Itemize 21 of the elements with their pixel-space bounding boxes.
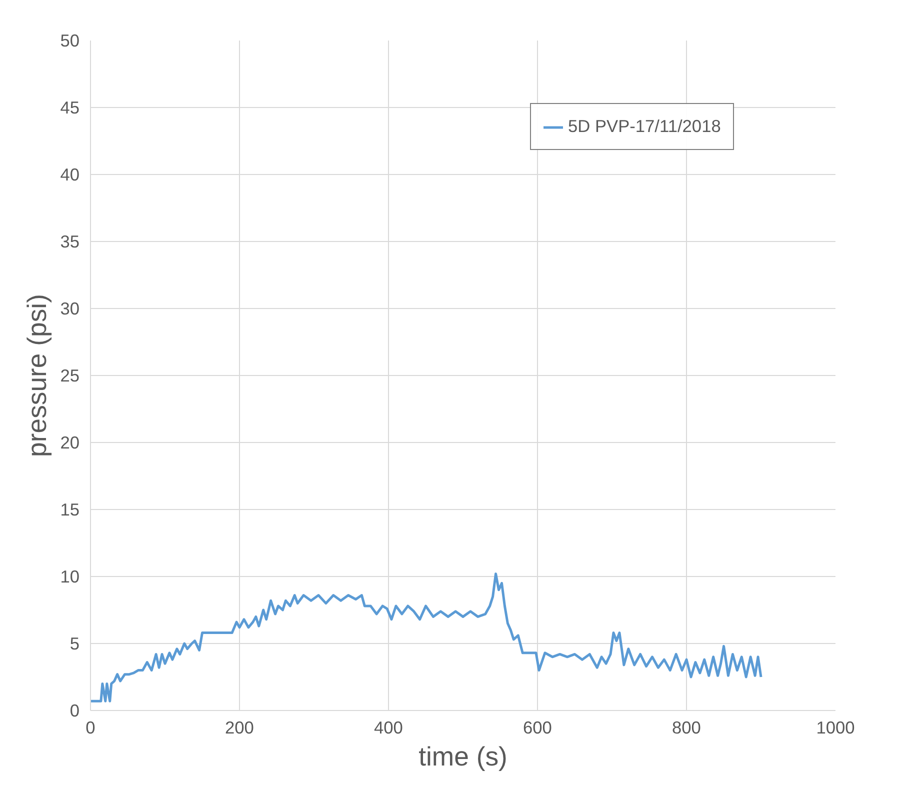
- y-tick-label: 40: [60, 164, 80, 184]
- y-tick-label: 30: [60, 298, 80, 318]
- y-tick-label: 15: [60, 500, 80, 520]
- legend-label: 5D PVP-17/11/2018: [568, 116, 721, 137]
- x-tick-label: 200: [225, 718, 254, 738]
- y-tick-label: 25: [60, 366, 80, 386]
- x-tick-label: 800: [672, 718, 701, 738]
- y-tick-label: 5: [70, 634, 80, 654]
- x-tick-label: 0: [86, 718, 96, 738]
- y-axis-title: pressure (psi): [22, 294, 52, 457]
- x-axis-title: time (s): [418, 742, 508, 772]
- y-tick-label: 20: [60, 432, 80, 452]
- x-tick-label: 600: [523, 718, 552, 738]
- y-tick-label: 0: [70, 700, 80, 720]
- y-tick-label: 10: [60, 566, 80, 586]
- x-tick-label: 1000: [816, 718, 855, 738]
- y-tick-label: 50: [60, 30, 80, 50]
- y-tick-label: 35: [60, 232, 80, 252]
- x-tick-label: 400: [374, 718, 403, 738]
- y-tick-label: 45: [60, 98, 80, 118]
- line-series: [90, 572, 762, 702]
